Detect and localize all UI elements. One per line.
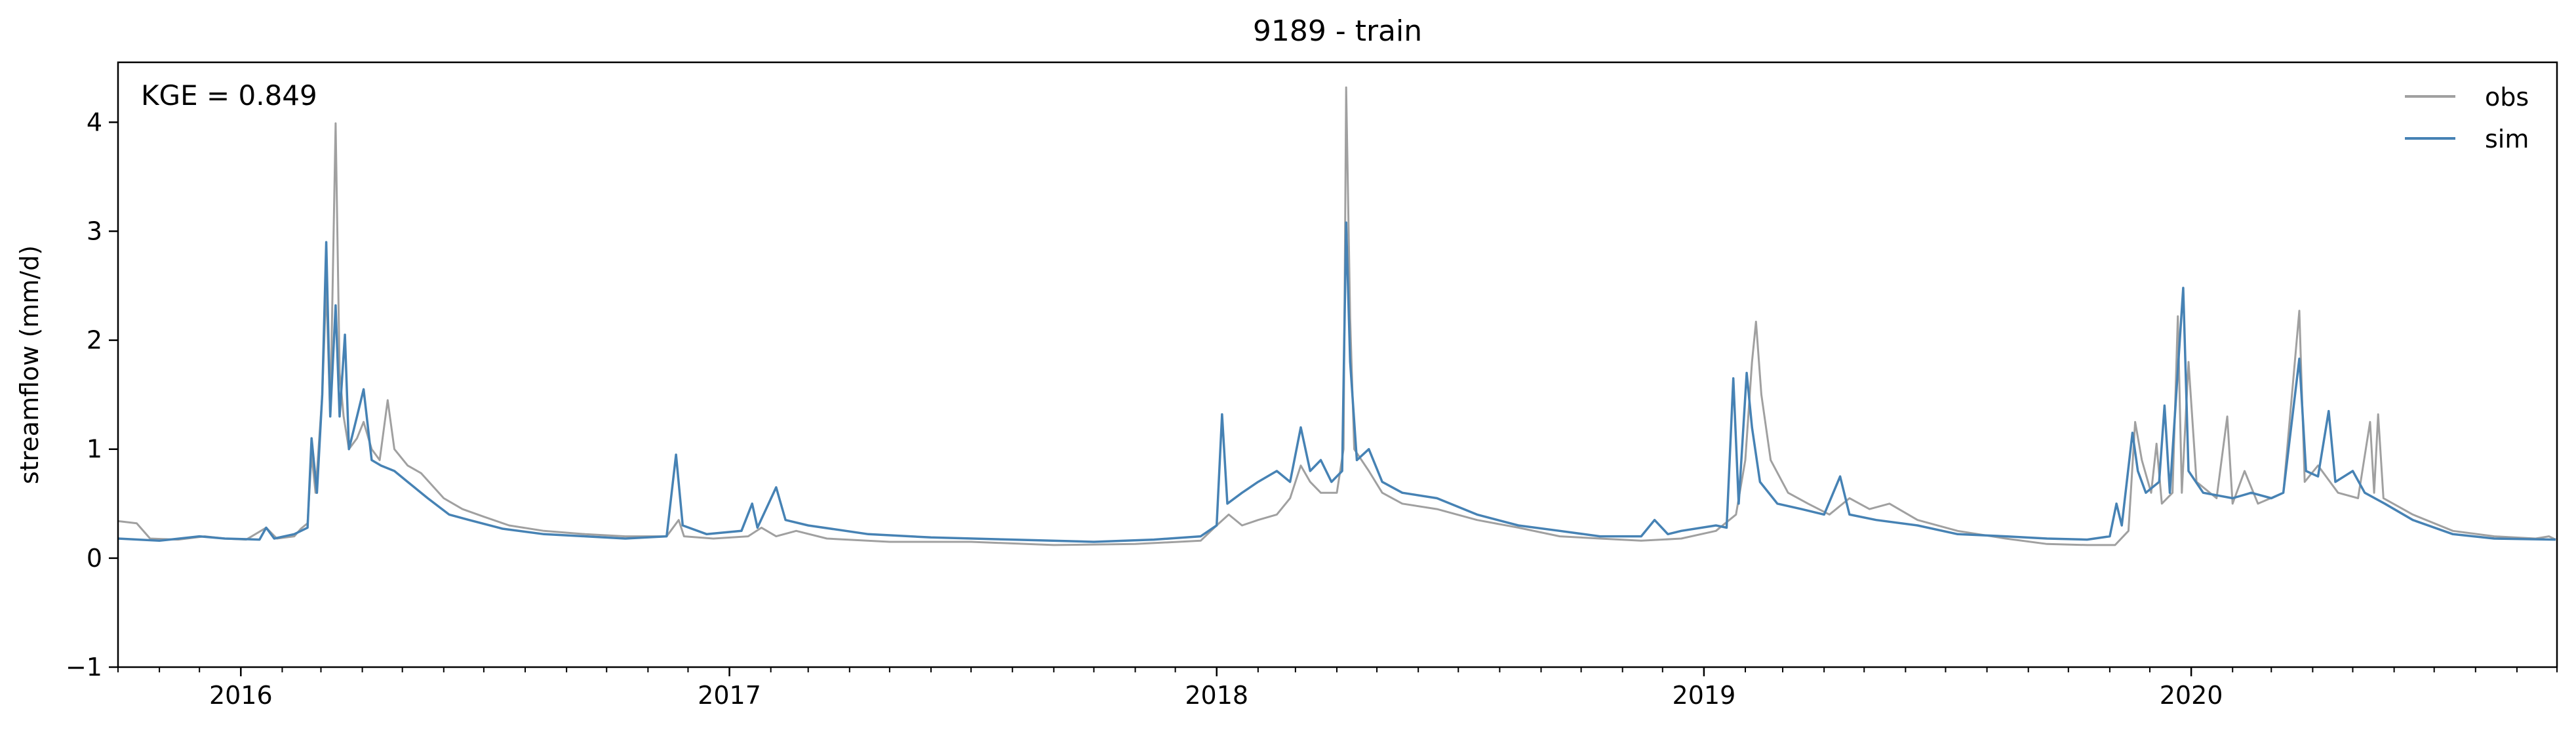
legend: obs sim — [2405, 83, 2529, 153]
kge-annotation: KGE = 0.849 — [141, 79, 317, 112]
series-line-obs — [117, 86, 2556, 546]
y-tick-label: 3 — [87, 216, 102, 245]
x-tick-label: 2019 — [1673, 681, 1736, 710]
y-axis-label: streamflow (mm/d) — [15, 245, 44, 484]
legend-label-obs: obs — [2485, 83, 2529, 112]
x-tick-label: 2016 — [209, 681, 273, 710]
x-tick-label: 2017 — [698, 681, 761, 710]
y-tick-label: 4 — [87, 108, 102, 136]
y-tick-label: 0 — [87, 544, 102, 573]
axes-frame — [117, 61, 2558, 668]
x-tick-label: 2018 — [1185, 681, 1248, 710]
y-tick-label: 1 — [87, 435, 102, 464]
y-tick-label: 2 — [87, 326, 102, 355]
x-tick-label: 2020 — [2160, 681, 2223, 710]
series-layer — [117, 86, 2556, 546]
series-line-sim — [117, 221, 2556, 543]
legend-label-sim: sim — [2485, 125, 2529, 153]
ticks-layer: −1 0 1 2 3 4 2016 2017 2018 2019 2020 — [66, 108, 2558, 710]
y-tick-label: −1 — [66, 653, 102, 682]
chart-title: 9189 - train — [1253, 14, 1422, 48]
